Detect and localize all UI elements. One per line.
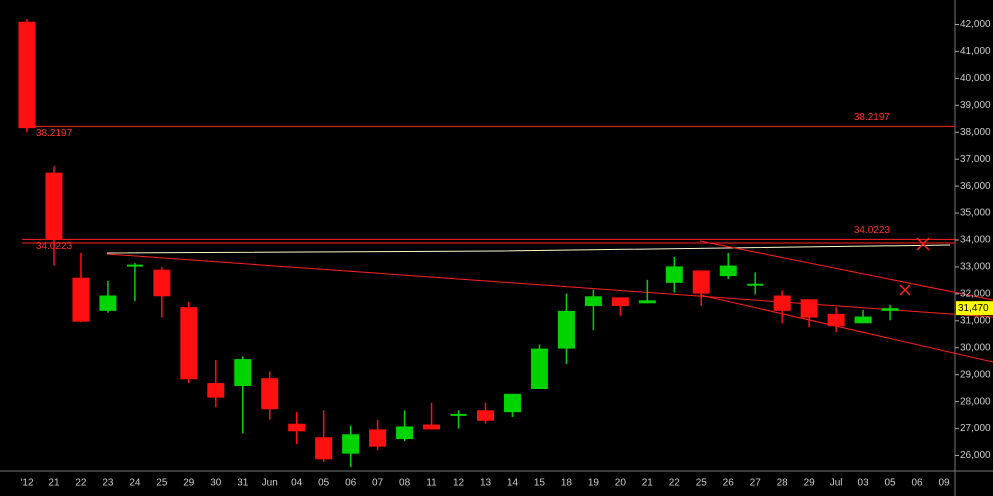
trend-line	[106, 244, 951, 254]
candle-body	[369, 429, 387, 447]
x-tick-label: 22	[75, 478, 87, 489]
candle-body	[665, 266, 683, 283]
x-marker	[916, 237, 930, 251]
candle-body	[719, 265, 737, 277]
x-tick-label: Jul	[830, 478, 843, 489]
candle-body	[45, 172, 63, 241]
candle-body	[477, 410, 494, 421]
x-tick-label: 26	[723, 478, 735, 489]
candle-body	[881, 308, 899, 311]
x-tick-label: 08	[399, 478, 411, 489]
x-tick-label: 03	[858, 478, 870, 489]
candle-body	[153, 269, 171, 297]
y-tick-label: 39,000	[960, 100, 991, 111]
candle-body	[234, 359, 252, 387]
candle-body	[288, 423, 306, 432]
candle-body	[342, 434, 360, 454]
x-tick-label: 21	[642, 478, 654, 489]
x-tick-label: 06	[345, 478, 357, 489]
y-tick-label: 31,000	[960, 315, 991, 326]
x-tick-label: 19	[588, 478, 600, 489]
x-tick-label: 29	[804, 478, 816, 489]
y-tick-label: 34,000	[960, 235, 991, 246]
x-tick-label: 04	[291, 478, 303, 489]
y-tick-label: 27,000	[960, 423, 991, 434]
candle-body	[611, 297, 629, 307]
y-tick-label: 28,000	[960, 396, 991, 407]
candle-body	[854, 316, 872, 324]
x-tick-label: Jun	[262, 478, 278, 489]
trend-line	[699, 294, 993, 363]
level-label: 38.2197	[854, 112, 891, 123]
last-price-label: 31,470	[958, 303, 989, 314]
x-marker	[899, 284, 911, 296]
y-tick-label: 26,000	[960, 450, 991, 461]
x-tick-label: 23	[102, 478, 114, 489]
y-tick-label: 37,000	[960, 154, 991, 165]
candle-body	[99, 295, 117, 311]
candle-body	[180, 307, 198, 380]
y-tick-label: 36,000	[960, 181, 991, 192]
x-tick-label: 06	[911, 478, 923, 489]
y-tick-label: 38,000	[960, 127, 991, 138]
drawing-tools	[22, 237, 993, 363]
candle-body	[692, 270, 710, 294]
x-tick-label: 24	[129, 478, 141, 489]
x-tick-label: 05	[318, 478, 330, 489]
y-tick-label: 29,000	[960, 369, 991, 380]
y-tick-label: 40,000	[960, 73, 991, 84]
candle-body	[584, 296, 602, 307]
candle-body	[800, 299, 818, 318]
x-tick-label: 28	[777, 478, 789, 489]
y-tick-label: 41,000	[960, 46, 991, 57]
x-tick-label: 15	[534, 478, 546, 489]
candle-body	[530, 348, 548, 389]
candle-body	[207, 383, 225, 398]
x-tick-label: 21	[48, 478, 60, 489]
candle-body	[261, 378, 279, 410]
x-tick-label: 22	[669, 478, 681, 489]
candle-body	[315, 437, 333, 460]
x-tick-label: 18	[561, 478, 573, 489]
x-tick-label: 13	[480, 478, 492, 489]
candle-body	[773, 295, 791, 311]
x-tick-label: 20	[615, 478, 627, 489]
x-tick-label: 09	[938, 478, 950, 489]
trend-line	[699, 240, 993, 301]
level-label: 38.2197	[36, 128, 73, 139]
y-tick-label: 35,000	[960, 208, 991, 219]
x-tick-label: 05	[884, 478, 896, 489]
candle-body	[557, 310, 575, 349]
y-tick-label: 32,000	[960, 289, 991, 300]
last-price-box	[956, 301, 993, 316]
candle-body	[72, 277, 90, 322]
candle-body	[423, 424, 441, 430]
x-tick-label: 25	[156, 478, 168, 489]
x-tick-label: 07	[372, 478, 384, 489]
x-tick-label: '12	[20, 478, 33, 489]
candle-body	[18, 21, 36, 129]
x-tick-label: 12	[453, 478, 465, 489]
candle-body	[827, 313, 845, 327]
x-tick-label: 11	[426, 478, 437, 489]
level-label: 34.0223	[854, 225, 891, 236]
x-tick-label: 31	[237, 478, 249, 489]
x-tick-label: 25	[696, 478, 708, 489]
x-tick-label: 27	[750, 478, 762, 489]
y-tick-label: 33,000	[960, 262, 991, 273]
x-tick-label: 30	[210, 478, 222, 489]
candle-body	[638, 300, 656, 304]
trend-line	[106, 253, 993, 318]
y-tick-label: 30,000	[960, 342, 991, 353]
candle-body	[503, 393, 521, 413]
candle-body	[396, 426, 414, 440]
x-tick-label: 14	[507, 478, 519, 489]
y-tick-label: 42,000	[960, 19, 991, 30]
x-tick-label: 29	[183, 478, 195, 489]
